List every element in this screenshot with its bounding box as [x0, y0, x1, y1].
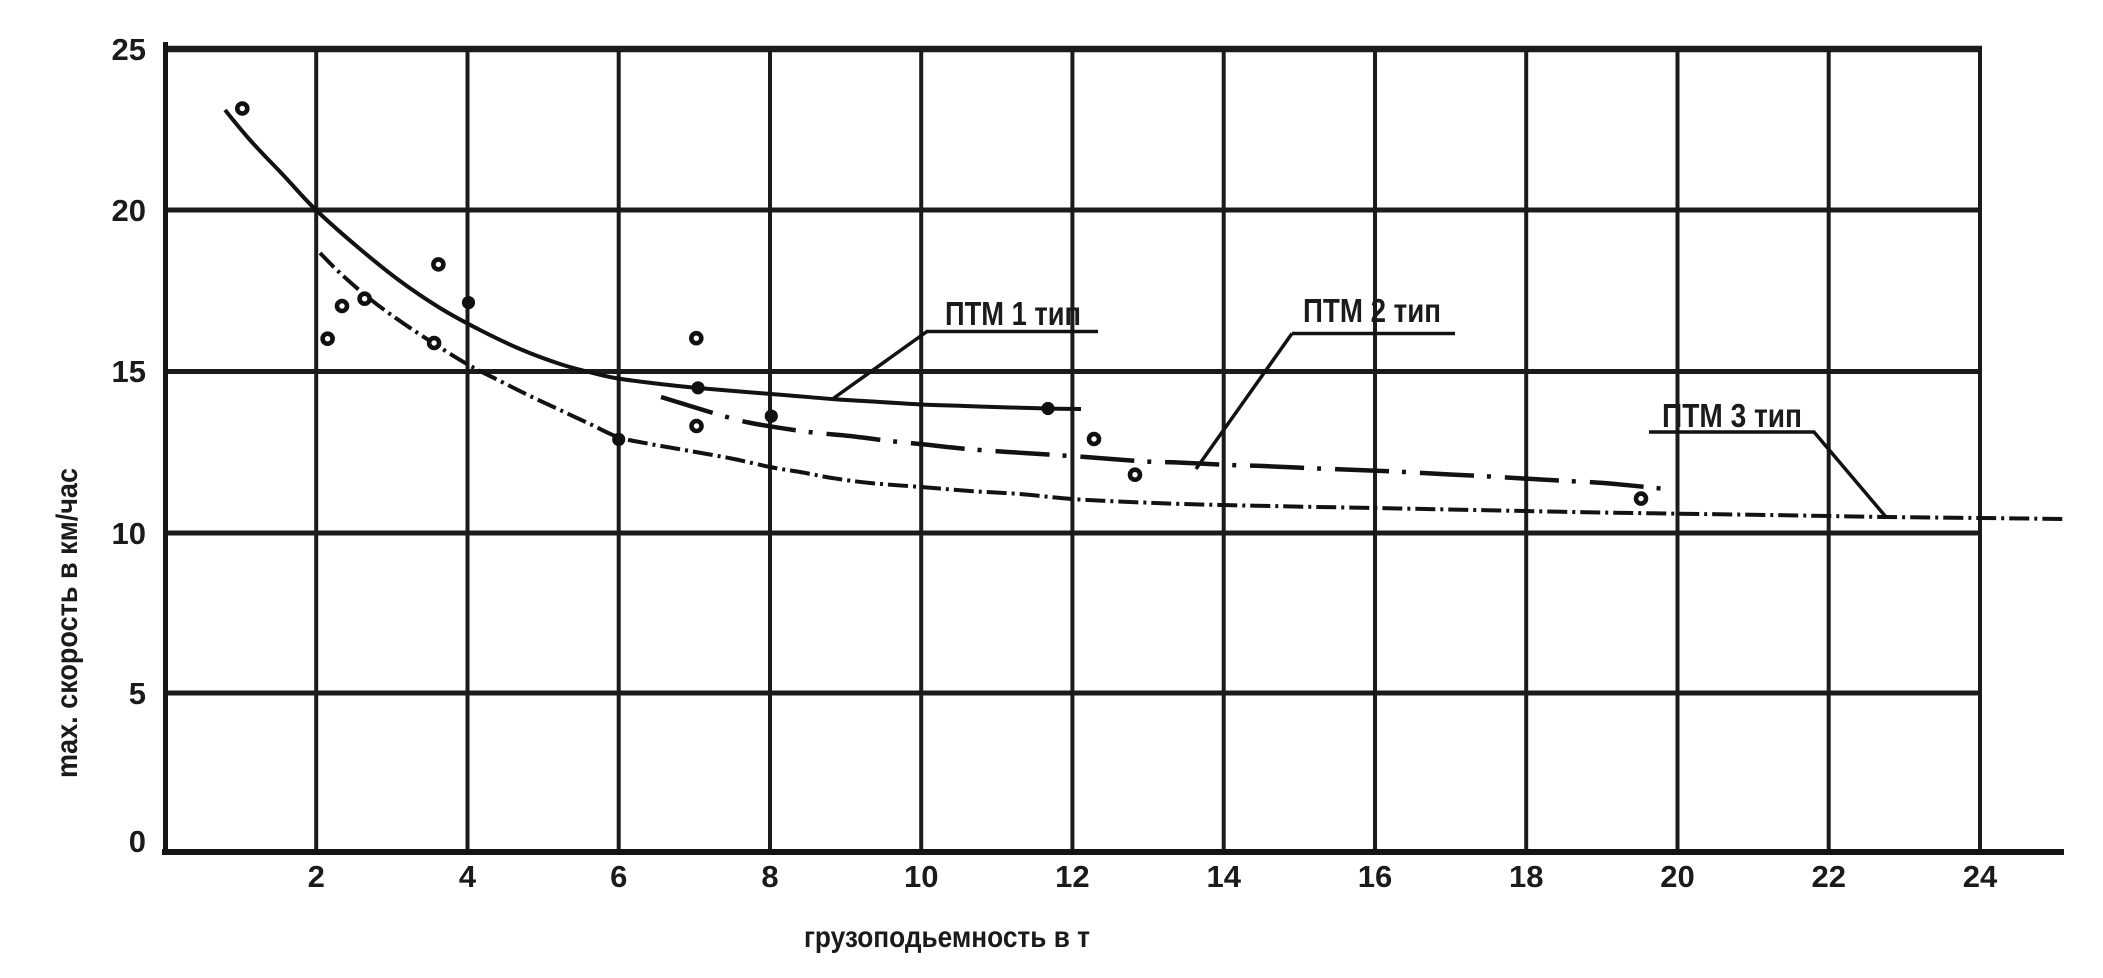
svg-text:15: 15: [112, 354, 146, 389]
svg-text:16: 16: [1358, 859, 1392, 894]
svg-text:20: 20: [1660, 859, 1694, 894]
svg-text:4: 4: [459, 859, 477, 894]
svg-text:0: 0: [129, 824, 146, 859]
svg-text:14: 14: [1206, 859, 1241, 894]
svg-text:12: 12: [1055, 859, 1089, 894]
svg-text:ПТМ 1 тип: ПТМ 1 тип: [945, 295, 1081, 332]
svg-text:20: 20: [112, 193, 146, 228]
svg-text:10: 10: [112, 516, 146, 551]
svg-text:24: 24: [1963, 859, 1998, 894]
svg-text:ПТМ 2 тип: ПТМ 2 тип: [1303, 292, 1441, 329]
svg-text:6: 6: [610, 859, 627, 894]
svg-text:8: 8: [761, 859, 778, 894]
svg-text:2: 2: [308, 859, 325, 894]
svg-text:22: 22: [1811, 859, 1845, 894]
svg-text:ПТМ 3 тип: ПТМ 3 тип: [1662, 397, 1802, 434]
svg-text:5: 5: [129, 676, 146, 711]
svg-text:грузоподьемность в т: грузоподьемность в т: [804, 921, 1090, 954]
svg-text:18: 18: [1509, 859, 1543, 894]
svg-text:10: 10: [904, 859, 938, 894]
svg-text:max. скорость в км/час: max. скорость в км/час: [51, 468, 84, 778]
svg-text:25: 25: [112, 32, 146, 67]
